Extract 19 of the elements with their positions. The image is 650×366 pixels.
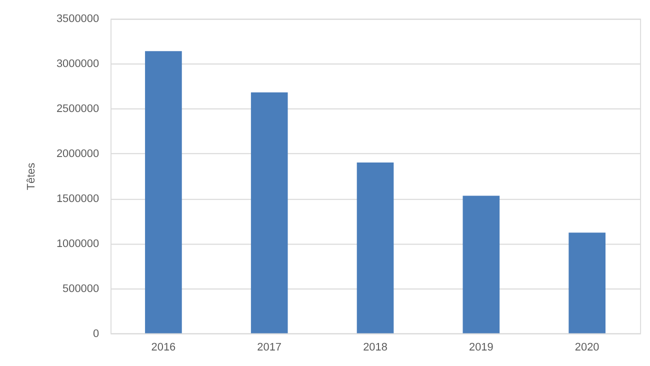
bar	[462, 196, 500, 334]
bar	[356, 162, 394, 334]
x-tick-label: 2019	[469, 342, 494, 354]
bar	[250, 92, 288, 334]
y-tick-label: 1500000	[56, 192, 100, 205]
y-tick-label: 1000000	[56, 238, 100, 250]
bar	[568, 232, 606, 334]
y-axis-title: Têtes	[26, 162, 38, 190]
bar	[145, 51, 182, 334]
x-tick-label: 2018	[363, 342, 388, 354]
x-tick-label: 2017	[257, 342, 282, 354]
x-tick-label: 2016	[151, 342, 176, 354]
y-tick-label: 0	[92, 328, 100, 340]
y-tick-label: 2000000	[56, 148, 100, 160]
y-tick-label: 500000	[62, 282, 100, 295]
x-tick-label: 2020	[574, 342, 600, 354]
y-tick-label: 2500000	[56, 103, 100, 116]
y-tick-label: 3500000	[56, 13, 100, 26]
y-tick-label: 3000000	[56, 58, 100, 70]
